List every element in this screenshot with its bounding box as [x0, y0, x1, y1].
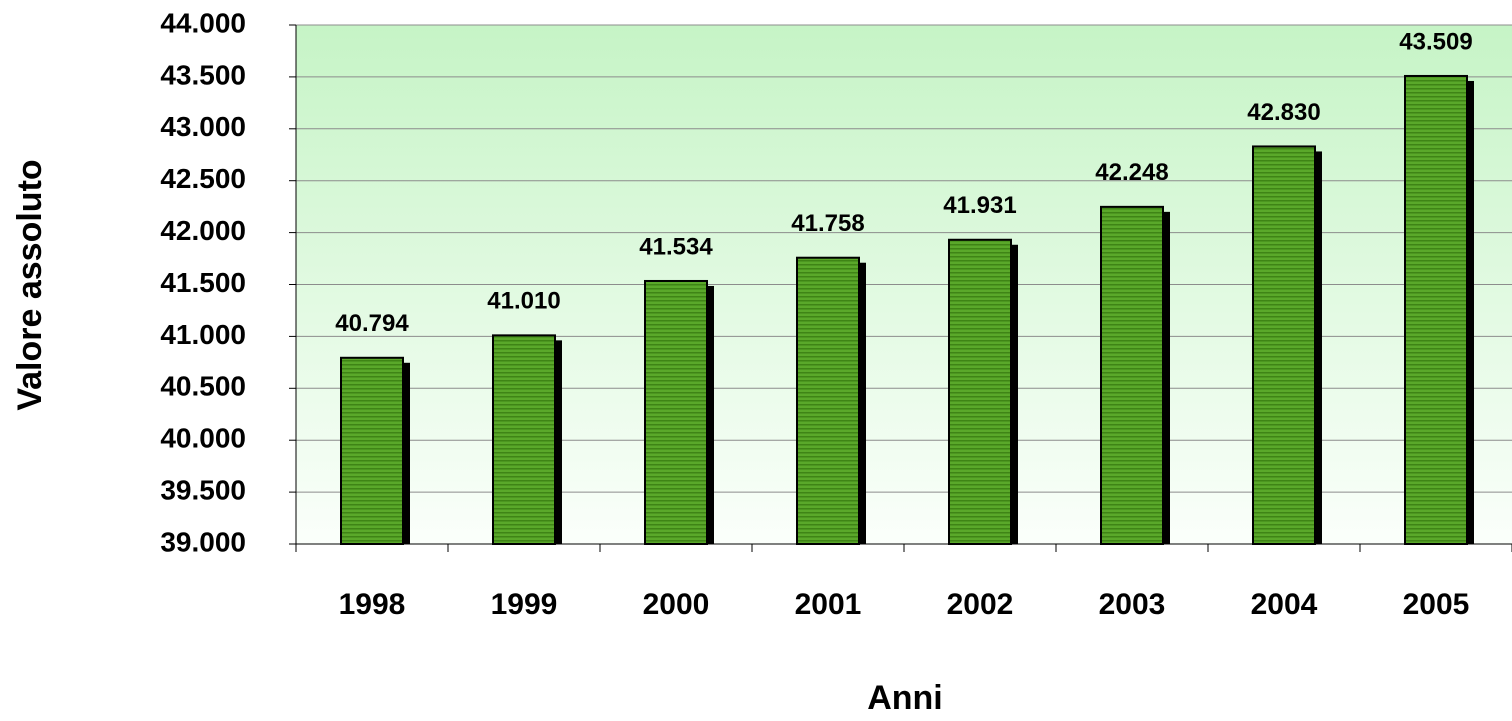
y-tick-label: 43.000: [160, 111, 246, 142]
value-label: 43.509: [1399, 28, 1472, 55]
bar: [644, 279, 708, 545]
bar: [492, 334, 556, 545]
y-tick-label: 43.500: [160, 59, 246, 90]
x-tick-label: 2001: [795, 588, 862, 621]
value-label: 42.830: [1247, 99, 1320, 126]
y-tick-label: 41.500: [160, 267, 246, 298]
y-tick-label: 42.500: [160, 163, 246, 194]
bar: [948, 238, 1012, 545]
x-tick-label: 1998: [339, 588, 406, 621]
y-tick-label: 44.000: [160, 7, 246, 38]
value-label: 41.534: [639, 233, 713, 260]
x-tick-label: 2003: [1099, 588, 1166, 621]
x-tick-label: 2000: [643, 588, 710, 621]
y-tick-label: 41.000: [160, 319, 246, 350]
bar: [1252, 145, 1316, 545]
value-label: 41.010: [487, 288, 560, 315]
x-tick-label: 2005: [1403, 588, 1470, 621]
y-tick-label: 39.500: [160, 474, 246, 505]
x-tick-label: 2004: [1251, 588, 1318, 621]
value-label: 41.931: [943, 192, 1016, 219]
y-tick-label: 42.000: [160, 215, 246, 246]
bar: [1404, 74, 1468, 546]
value-label: 41.758: [791, 210, 864, 237]
bar: [796, 256, 860, 545]
x-tick-label: 2002: [947, 588, 1014, 621]
y-tick-label: 39.000: [160, 526, 246, 557]
y-tick-label: 40.000: [160, 423, 246, 454]
x-tick-label: 1999: [491, 588, 558, 621]
bar: [340, 356, 404, 545]
bar: [1100, 205, 1164, 545]
y-tick-label: 40.500: [160, 371, 246, 402]
y-axis-title: Valore assoluto: [11, 159, 49, 410]
x-axis-title: Anni: [867, 679, 943, 717]
value-label: 40.794: [335, 310, 409, 337]
value-label: 42.248: [1095, 159, 1168, 186]
